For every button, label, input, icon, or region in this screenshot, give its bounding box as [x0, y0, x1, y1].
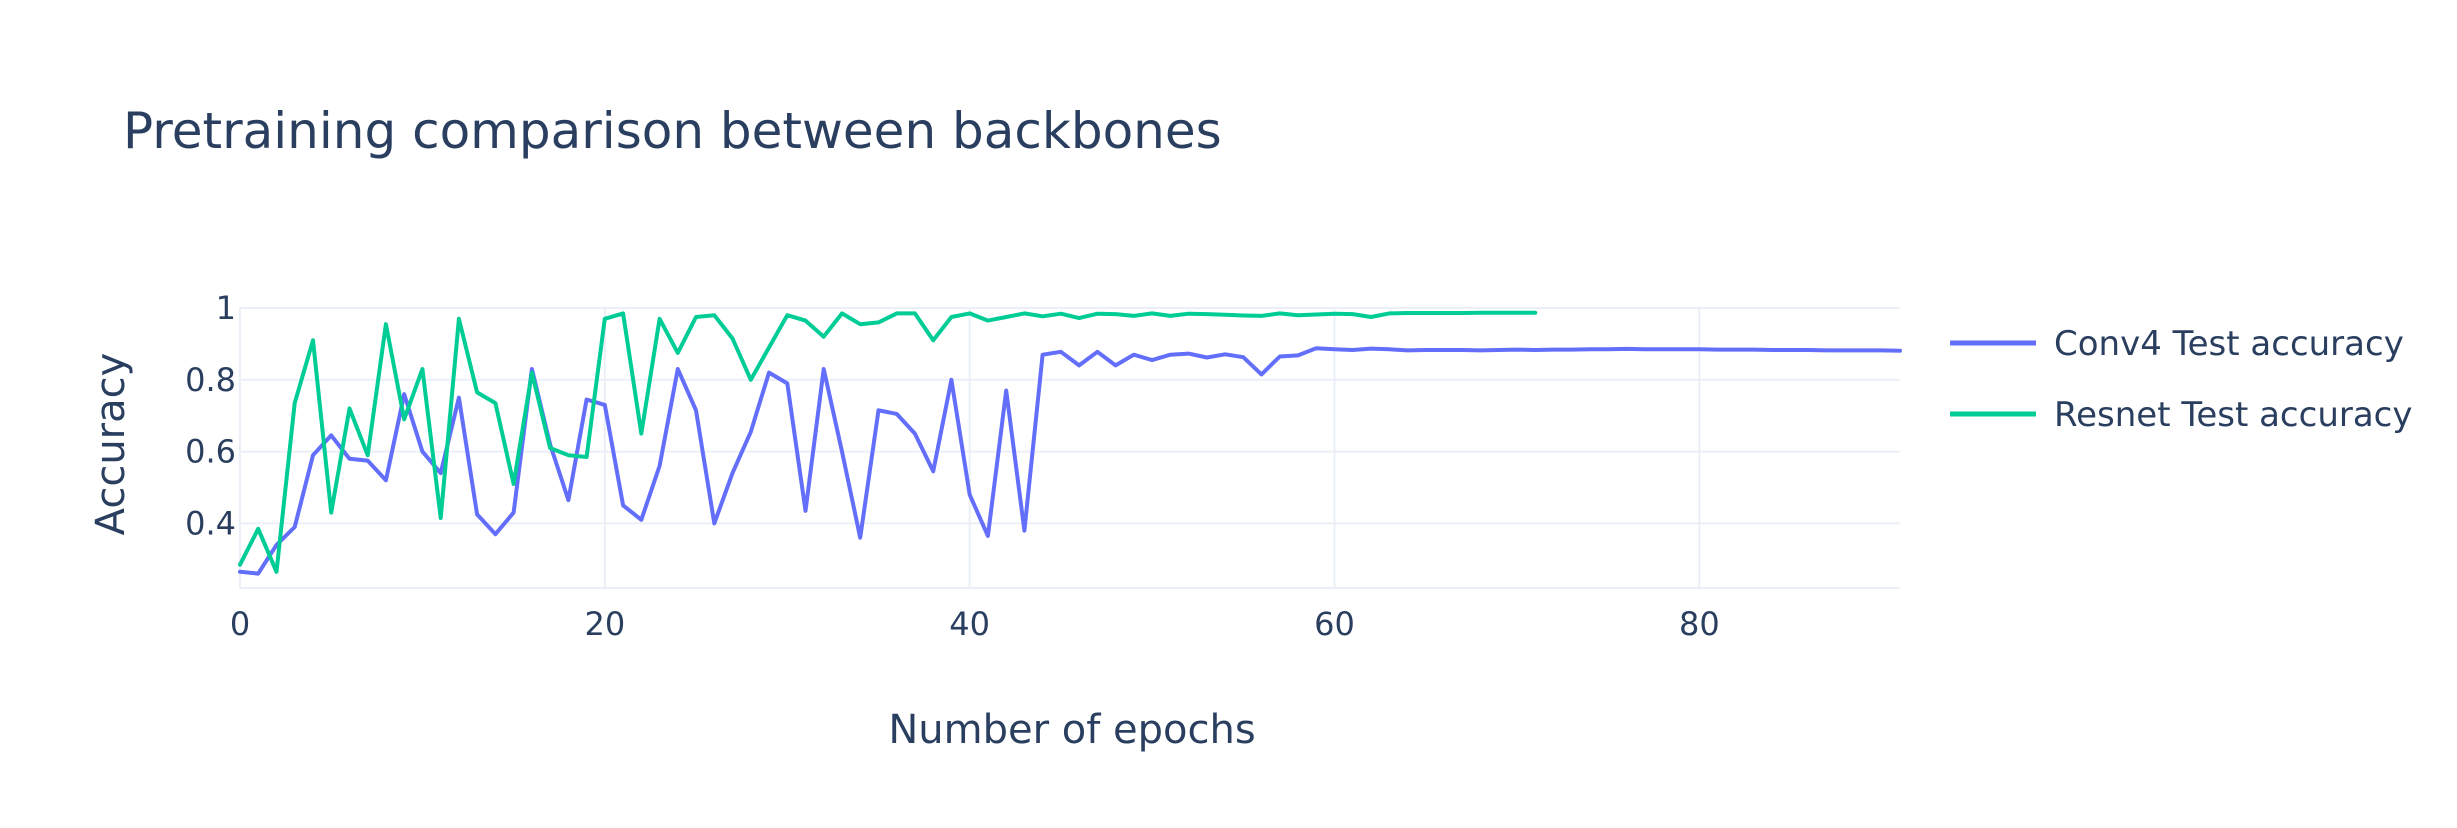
x-tick-label: 60 — [1314, 605, 1355, 643]
x-tick-label: 40 — [949, 605, 990, 643]
y-axis-ticks: 0.4 0.6 0.8 1 — [185, 289, 236, 542]
x-tick-label: 0 — [230, 605, 250, 643]
legend-item[interactable]: Conv4 Test accuracy — [1950, 324, 2404, 364]
legend: Conv4 Test accuracy Resnet Test accuracy — [1950, 324, 2413, 435]
series-line-resnet[interactable] — [238, 310, 1538, 574]
legend-label: Resnet Test accuracy — [2054, 395, 2413, 435]
series-line-conv4[interactable] — [238, 346, 1902, 576]
legend-label: Conv4 Test accuracy — [2054, 324, 2404, 364]
x-axis-title: Number of epochs — [888, 707, 1255, 753]
chart-title: Pretraining comparison between backbones — [123, 102, 1222, 160]
x-tick-label: 20 — [584, 605, 625, 643]
y-tick-label: 0.6 — [185, 433, 236, 471]
grid — [239, 307, 1900, 589]
y-axis-title: Accuracy — [88, 353, 134, 536]
y-tick-label: 0.8 — [185, 361, 236, 399]
x-tick-label: 80 — [1679, 605, 1720, 643]
legend-item[interactable]: Resnet Test accuracy — [1950, 395, 2413, 435]
y-tick-label: 1 — [216, 289, 236, 327]
y-tick-label: 0.4 — [185, 504, 236, 542]
x-axis-ticks: 0 20 40 60 80 — [230, 605, 1720, 643]
plot-series — [238, 310, 1902, 576]
